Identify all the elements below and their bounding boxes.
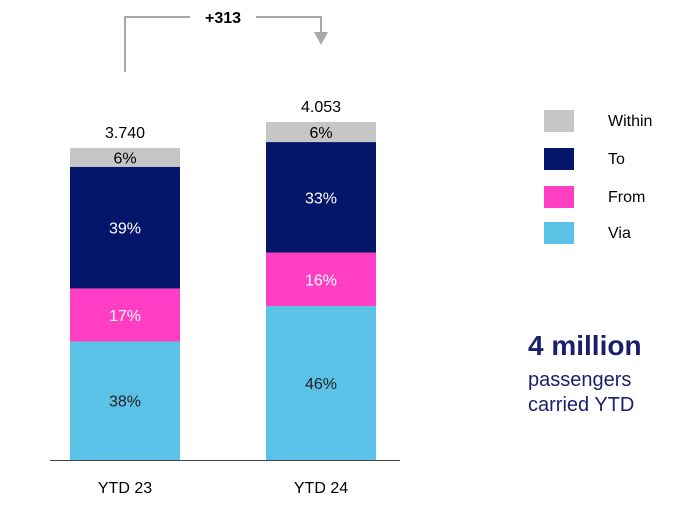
bar-segment-to-1 <box>266 142 376 253</box>
bar-total-label-1: 4.053 <box>301 99 341 116</box>
segment-label-within-1: 6% <box>309 125 332 142</box>
segment-label-via-0: 38% <box>109 394 141 411</box>
bar-segment-within-0 <box>70 148 180 167</box>
legend-label-within: Within <box>608 113 653 130</box>
bar-total-label-0: 3.740 <box>105 125 145 142</box>
bar-segment-from-0 <box>70 288 180 342</box>
bar-segment-from-1 <box>266 252 376 307</box>
legend-item-to: To <box>544 148 674 170</box>
bar-segment-within-1 <box>266 121 376 143</box>
difference-arrow-head <box>314 32 328 45</box>
legend-label-to: To <box>608 151 625 168</box>
legend-swatch-within <box>544 110 574 132</box>
callout-line-1: passengers <box>528 369 632 391</box>
segment-label-from-0: 17% <box>109 308 141 325</box>
legend-item-within: Within <box>544 110 674 132</box>
passengers-callout: 4 million passengers carried YTD <box>528 330 682 418</box>
segment-label-from-1: 16% <box>305 272 337 289</box>
segment-label-to-0: 39% <box>109 221 141 238</box>
difference-bracket-right <box>256 16 322 35</box>
segment-label-within-0: 6% <box>113 150 136 167</box>
difference-bracket-left <box>124 16 190 72</box>
callout-headline: 4 million <box>528 330 642 361</box>
category-label-0: YTD 23 <box>98 480 152 497</box>
legend-label-via: Via <box>608 225 631 242</box>
callout-line-2: carried YTD <box>528 394 635 416</box>
bar-segment-via-0 <box>70 341 180 460</box>
legend-swatch-to <box>544 148 574 170</box>
bar-segment-to-0 <box>70 166 180 289</box>
legend-swatch-via <box>544 222 574 244</box>
segment-label-via-1: 46% <box>305 376 337 393</box>
category-label-1: YTD 24 <box>294 480 348 497</box>
legend-swatch-from <box>544 186 574 208</box>
legend-label-from: From <box>608 189 646 206</box>
difference-label: +313 <box>205 10 241 27</box>
segment-label-to-1: 33% <box>305 190 337 207</box>
legend-item-from: From <box>544 186 674 208</box>
bar-segment-via-1 <box>266 306 376 460</box>
legend-item-via: Via <box>544 222 674 244</box>
